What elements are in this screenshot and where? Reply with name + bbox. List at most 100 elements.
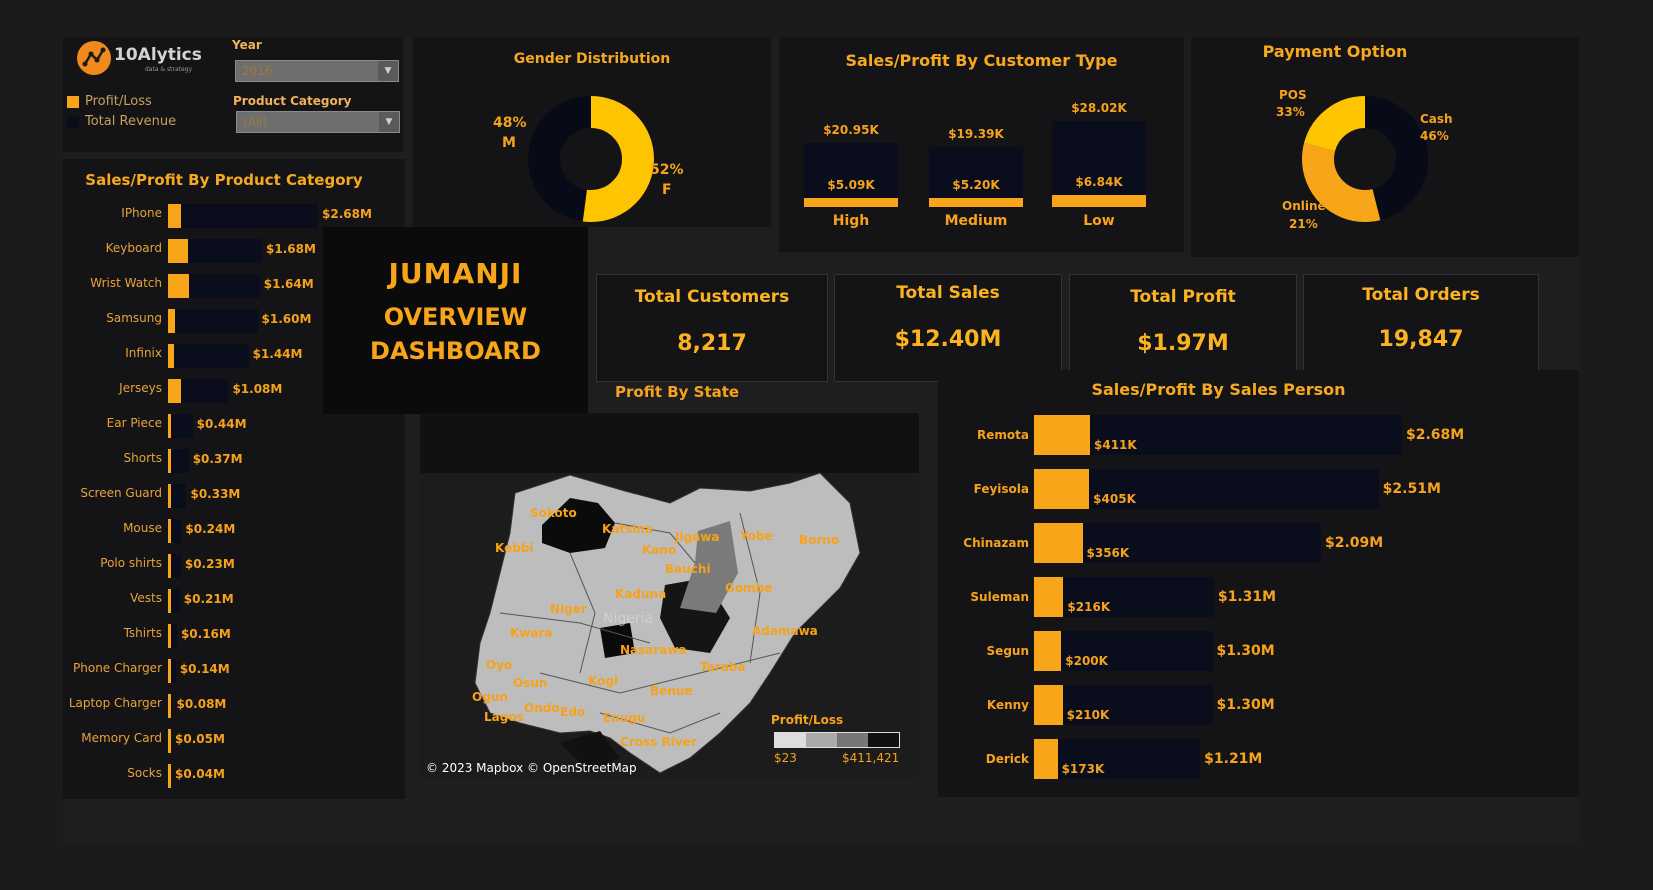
customer-type-revenue-label: $19.39K (948, 127, 1004, 142)
product-profit-bar (168, 554, 171, 578)
payment-pos-pct: 33% (1276, 105, 1305, 119)
map-state-label: Enugu (603, 711, 646, 725)
map-state-label: Ogun (472, 690, 508, 704)
product-category-label: IPhone (121, 206, 162, 220)
customer-type-profit-label: $6.84K (1075, 175, 1123, 190)
map-legend-max: $411,421 (842, 751, 900, 765)
salesperson-revenue-label: $1.31M (1217, 589, 1277, 605)
kpi-value: 19,847 (1378, 327, 1464, 352)
customer-type-profit-bar (1052, 195, 1146, 207)
product-revenue-value: $1.68M (266, 242, 316, 256)
year-label: Year (232, 38, 262, 52)
map-state-dark-sw[interactable] (600, 623, 635, 658)
kpi-total-orders: Total Orders 19,847 (1303, 274, 1539, 382)
salesperson-revenue-bar (1034, 685, 1213, 725)
product-revenue-bar (168, 554, 181, 578)
salesperson-revenue-label: $1.21M (1204, 751, 1263, 767)
payment-slice-pos (1302, 96, 1428, 222)
product-revenue-value: $0.37M (192, 452, 243, 466)
salesperson-name: Chinazam (963, 536, 1029, 550)
salesperson-profit-label: $210K (1066, 708, 1110, 722)
salesperson-profit-bar (1034, 631, 1062, 671)
product-revenue-bar (168, 589, 180, 613)
map-state-dark-south[interactable] (560, 731, 620, 773)
customer-type-category-label: High (832, 213, 870, 229)
map-state-label: Kaduna (615, 587, 667, 601)
map-state-mid[interactable] (680, 521, 738, 613)
product-revenue-value: $1.08M (232, 382, 283, 396)
product-revenue-bar (168, 309, 258, 333)
product-profit-bar (168, 239, 188, 263)
map-state-label: Oyo (486, 658, 513, 672)
product-profit-bar (168, 379, 182, 403)
product-revenue-value: $0.44M (196, 417, 247, 431)
map-state-label: Katsina (602, 522, 654, 536)
salesperson-revenue-bar (1034, 415, 1402, 455)
salesperson-profit-label: $200K (1065, 654, 1108, 668)
map[interactable]: Sokoto Katsina Kebbi Jigawa Yobe Borno Kano Bau… (420, 413, 919, 779)
product-category-label: Socks (127, 766, 162, 780)
product-revenue-value: $0.24M (185, 522, 236, 536)
kpi-title: Total Profit (1130, 287, 1236, 307)
title-box: JUMANJI OVERVIEW DASHBOARD (323, 227, 588, 414)
map-state-label: Lagos (484, 710, 524, 724)
product-chart: IPhone $2.68M Keyboard $1.68M Wrist Watch $1.… (63, 159, 405, 799)
product-chart-title: Sales/Profit By Product Category (85, 171, 363, 189)
map-state-label: Kogi (588, 674, 619, 688)
product-revenue-bar (168, 624, 177, 648)
product-profit-bar (168, 484, 171, 508)
salesperson-revenue-bar (1034, 469, 1379, 509)
map-panel: Profit By State (588, 372, 928, 418)
brand-logo-icon (77, 41, 111, 75)
salesperson-revenue-label: $2.51M (1382, 481, 1441, 497)
category-value: (All) (243, 115, 268, 129)
salesperson-revenue-bar (1034, 577, 1214, 617)
payment-pos-label: POS (1279, 88, 1307, 102)
payment-title: Payment Option (1262, 42, 1408, 61)
product-profit-bar (168, 274, 189, 298)
map-state-dark-north[interactable] (542, 498, 615, 553)
map-state-label: Cross River (620, 735, 697, 749)
salesperson-profit-bar (1034, 577, 1064, 617)
customer-type-panel: Sales/Profit By Customer Type $20.95K $5.… (779, 37, 1184, 252)
title-line-3: DASHBOARD (370, 337, 541, 365)
payment-donut (1302, 96, 1428, 222)
salesperson-revenue-bar (1034, 631, 1213, 671)
map-dark-region (420, 413, 919, 473)
product-profit-bar (168, 624, 171, 648)
map-legend-title: Profit/Loss (771, 713, 844, 727)
year-value: 2016 (242, 64, 273, 78)
map-legend-min: $23 (774, 751, 797, 765)
year-dropdown[interactable]: 2016 ▼ (235, 60, 399, 82)
product-category-label: Shorts (123, 451, 162, 465)
brand-tagline: data & strategy (145, 66, 193, 73)
salesperson-profit-bar (1034, 685, 1063, 725)
legend-swatch-revenue (67, 116, 79, 128)
legend-swatch-profit (67, 96, 79, 108)
payment-cash-label: Cash (1420, 112, 1453, 126)
kpi-value: $1.97M (1137, 331, 1229, 356)
map-state-label: Edo (560, 705, 586, 719)
map-state-label: Bauchi (665, 562, 711, 576)
map-title: Profit By State (615, 383, 740, 401)
payment-online-pct: 21% (1289, 217, 1318, 231)
map-state-label: Osun (513, 676, 548, 690)
customer-type-revenue-bar (804, 142, 898, 207)
salesperson-name: Feyisola (973, 482, 1029, 496)
kpi-total-customers: Total Customers 8,217 (596, 274, 828, 382)
gender-donut (528, 96, 654, 222)
kpi-title: Total Orders (1362, 285, 1480, 305)
category-dropdown[interactable]: (All) ▼ (236, 111, 400, 133)
title-line-2: OVERVIEW (383, 303, 528, 331)
salesperson-revenue-label: $1.30M (1216, 697, 1275, 713)
salesperson-name: Derick (985, 752, 1029, 766)
salesperson-profit-bar (1034, 523, 1083, 563)
map-state-label: Kebbi (495, 541, 534, 555)
map-legend-gradient (774, 732, 900, 748)
product-profit-bar (168, 344, 175, 368)
product-revenue-value: $0.16M (180, 627, 231, 641)
product-category-label: Ear Piece (106, 416, 162, 430)
product-revenue-value: $1.64M (263, 277, 314, 291)
product-revenue-bar (168, 659, 176, 683)
product-revenue-bar (168, 414, 193, 438)
